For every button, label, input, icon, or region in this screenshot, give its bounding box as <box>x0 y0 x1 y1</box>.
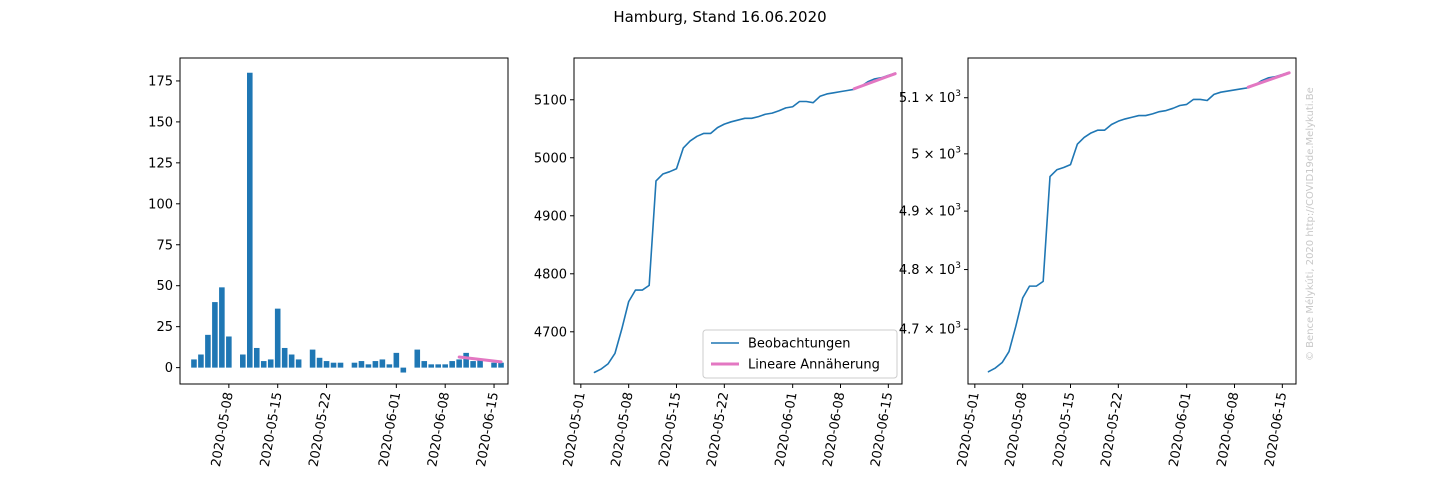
bar-2020-06-15 <box>491 362 497 368</box>
bar-2020-05-27 <box>358 361 365 368</box>
x-tick-label: 2020-06-15 <box>1262 391 1290 468</box>
bar-2020-05-05 <box>205 334 211 368</box>
bar-2020-05-28 <box>365 364 372 368</box>
y-tick-label: 150 <box>148 115 173 130</box>
x-tick-label: 2020-05-22 <box>1098 391 1126 468</box>
bar-2020-05-21 <box>316 357 323 368</box>
legend: Beobachtungen Lineare Annäherung <box>702 329 898 379</box>
x-tick-label: 2020-05-01 <box>955 391 983 468</box>
bar-2020-05-29 <box>372 361 379 368</box>
bar-2020-06-08 <box>442 364 448 368</box>
x-tick-label: 2020-05-15 <box>258 391 286 468</box>
y-tick-label: 125 <box>148 156 173 171</box>
bar-2020-06-01 <box>393 352 400 368</box>
bar-2020-05-23 <box>330 362 337 368</box>
y-tick-label: 25 <box>156 320 173 335</box>
legend-box <box>702 329 898 379</box>
bar-2020-05-30 <box>379 359 386 368</box>
y-tick-label: 100 <box>148 197 173 212</box>
chart-daily-increase: 0 25 50 75 100 125 150 175 2020-05-08 2020-05-15 2… <box>148 57 509 468</box>
bar-2020-06-05 <box>421 361 428 368</box>
x-tick-label: 2020-05-22 <box>307 391 335 468</box>
legend-entry: Lineare Annäherung <box>748 358 880 373</box>
bar-2020-05-31 <box>386 364 393 368</box>
axes-frame <box>573 57 903 385</box>
fit-line <box>852 72 897 91</box>
y-tick-label: 5.1 × 103 <box>899 89 961 106</box>
bar-2020-05-16 <box>281 347 288 368</box>
bar-2020-05-24 <box>337 362 344 368</box>
bar-2020-05-17 <box>288 354 295 368</box>
bar-2020-05-10 <box>240 354 246 368</box>
bar-2020-06-13 <box>477 359 483 368</box>
bar-2020-05-15 <box>274 308 281 368</box>
x-tick-label: 2020-05-22 <box>704 391 732 468</box>
fit-line <box>457 355 503 364</box>
x-tick-label: 2020-06-08 <box>1215 391 1243 468</box>
bar-2020-06-06 <box>428 364 435 368</box>
y-tick-label: 5 × 103 <box>911 145 961 162</box>
x-tick-label: 2020-06-01 <box>376 391 404 468</box>
bar-2020-05-03 <box>191 359 197 368</box>
bar-2020-05-22 <box>323 361 330 368</box>
bar-2020-05-04 <box>198 354 204 368</box>
x-tick-label: 2020-05-15 <box>1051 391 1079 468</box>
x-tick-label: 2020-05-08 <box>209 391 237 468</box>
bar-2020-05-14 <box>267 359 274 368</box>
y-tick-label: 175 <box>148 74 173 89</box>
credit-text: © Bence Mélykúti, 2020 http://COVID19de.… <box>1304 87 1316 361</box>
legend-entry: Beobachtungen <box>748 337 851 352</box>
bar-2020-06-12 <box>470 361 476 368</box>
bar-2020-06-07 <box>435 364 441 368</box>
axes-frame <box>967 57 1297 385</box>
y-tick-label: 5000 <box>534 151 567 166</box>
bar-2020-05-20 <box>309 349 316 368</box>
y-tick-label: 5100 <box>534 93 567 108</box>
y-tick-label: 4900 <box>534 209 567 224</box>
bar-2020-05-07 <box>219 287 225 368</box>
axes-frame <box>179 57 509 385</box>
y-tick-label: 4.9 × 103 <box>899 203 961 220</box>
figure-title: Hamburg, Stand 16.06.2020 <box>613 8 826 26</box>
x-tick-label: 2020-06-08 <box>425 391 453 468</box>
y-tick-label: 75 <box>156 238 173 253</box>
chart-cumulative-log: 4.7 × 103 4.8 × 103 4.9 × 103 5 × 103 5.1 × … <box>899 57 1297 468</box>
x-tick-label: 2020-06-01 <box>1167 391 1195 468</box>
chart-cumulative-linear: 4700 4800 4900 5000 5100 2020-05-01 2020-05-08… <box>534 57 903 468</box>
x-tick-label: 2020-06-01 <box>773 391 801 468</box>
y-tick-label: 0 <box>165 361 173 376</box>
bar-2020-05-06 <box>212 302 218 368</box>
bar-2020-05-12 <box>253 347 260 368</box>
x-tick-label: 2020-05-01 <box>561 391 589 468</box>
x-tick-label: 2020-05-15 <box>657 391 685 468</box>
x-tick-label: 2020-06-08 <box>821 391 849 468</box>
y-tick-label: 4800 <box>534 267 567 282</box>
bar-2020-05-08 <box>226 336 232 368</box>
observed-line <box>987 71 1290 373</box>
y-tick-label: 4700 <box>534 325 567 340</box>
bar-2020-05-18 <box>295 359 302 368</box>
y-tick-label: 4.8 × 103 <box>899 261 961 278</box>
x-tick-label: 2020-06-15 <box>474 391 502 468</box>
x-tick-label: 2020-05-08 <box>609 391 637 468</box>
bar-2020-06-02 <box>400 367 407 373</box>
y-tick-label: 4.7 × 103 <box>899 321 961 338</box>
bar-2020-05-13 <box>260 361 267 368</box>
bar-2020-06-11 <box>463 352 469 368</box>
bar-2020-06-10 <box>456 359 462 368</box>
fit-line <box>1246 71 1291 89</box>
observed-line <box>593 72 896 374</box>
bar-2020-06-04 <box>414 349 421 368</box>
bar-2020-06-16 <box>498 362 504 368</box>
y-tick-label: 50 <box>156 279 173 294</box>
x-tick-label: 2020-05-08 <box>1003 391 1031 468</box>
bar-2020-05-26 <box>351 362 358 368</box>
bar-2020-06-09 <box>449 361 455 368</box>
x-tick-label: 2020-06-15 <box>868 391 896 468</box>
bar-2020-05-11 <box>247 72 253 368</box>
